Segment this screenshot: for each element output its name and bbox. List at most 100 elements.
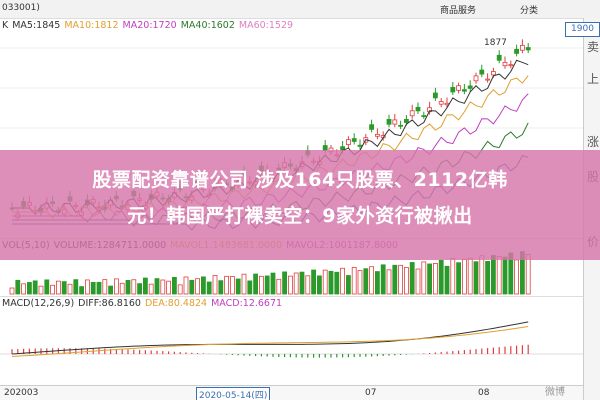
- volume-bar: [183, 276, 189, 295]
- volume-bar: [166, 280, 172, 295]
- volume-bar: [386, 269, 392, 295]
- volume-bar: [148, 283, 154, 295]
- volume-bar: [496, 255, 502, 295]
- volume-bar: [21, 283, 27, 295]
- tab-category[interactable]: 分类: [520, 6, 539, 16]
- candle-body: [490, 71, 496, 76]
- candle-body: [421, 115, 427, 117]
- candle-body: [432, 92, 438, 99]
- tab-goods-service[interactable]: 商品服务: [440, 6, 477, 16]
- volume-chart: [9, 251, 531, 295]
- candle-body: [520, 44, 525, 51]
- stock-code: 033001): [2, 3, 40, 13]
- volume-bar: [264, 275, 270, 295]
- volume-bar: [456, 262, 462, 295]
- indicator-value: MA40:1602: [180, 20, 235, 31]
- volume-bar: [293, 272, 299, 295]
- volume-bar: [131, 279, 137, 295]
- volume-bar: [235, 278, 241, 295]
- volume-bar: [380, 264, 386, 295]
- indicator-value: MA5:1845: [12, 20, 61, 31]
- candle-body: [508, 64, 514, 67]
- candle-body: [502, 62, 508, 67]
- volume-bar: [38, 285, 44, 295]
- volume-bar: [345, 275, 351, 295]
- macd-chart: [0, 321, 583, 358]
- volume-bar: [125, 280, 131, 295]
- volume-bar: [502, 256, 508, 295]
- date-label: 202003: [4, 388, 39, 398]
- candle-body: [345, 139, 351, 145]
- candle-body: [450, 87, 456, 93]
- volume-bar: [26, 282, 32, 295]
- side-char[interactable]: 卖: [586, 40, 599, 54]
- headline-overlay: 股票配资靠谱公司 涉及164只股票、2112亿韩 元！韩国严打裸卖空：9家外资行…: [0, 150, 600, 260]
- volume-bar: [328, 270, 334, 295]
- volume-bar: [241, 273, 247, 295]
- volume-bar: [270, 272, 276, 295]
- candle-body: [392, 119, 398, 125]
- volume-bar: [212, 275, 218, 295]
- volume-bar: [119, 282, 125, 295]
- candle-body: [438, 101, 444, 105]
- volume-bar: [189, 279, 195, 295]
- volume-bar: [142, 277, 148, 295]
- volume-bar: [15, 279, 21, 295]
- volume-bar: [467, 257, 473, 295]
- indicator-value: MACD(12,26,9): [2, 298, 75, 309]
- volume-bar: [473, 261, 479, 295]
- candle-body: [525, 47, 531, 51]
- volume-bar: [427, 263, 433, 295]
- volume-bar: [392, 264, 398, 295]
- watermark: 微博: [545, 387, 565, 398]
- volume-bar: [253, 273, 259, 295]
- volume-bar: [421, 261, 427, 295]
- candle-body: [369, 124, 375, 130]
- volume-bar: [177, 284, 183, 295]
- volume-bar: [525, 254, 531, 295]
- candle-body: [403, 118, 409, 123]
- volume-bar: [287, 275, 293, 295]
- macd-panel: MACD(12,26,9) DIFF:86.8160 DEA:80.4824 MACD…: [0, 296, 583, 385]
- volume-bar: [61, 281, 67, 295]
- volume-bar: [282, 271, 288, 295]
- candle-body: [415, 106, 421, 112]
- indicator-value: DIFF:86.8160: [78, 298, 141, 309]
- volume-bar: [200, 276, 206, 295]
- volume-bar: [299, 271, 305, 295]
- volume-bar: [334, 271, 340, 295]
- indicator-value: K: [2, 20, 9, 31]
- candle-body: [473, 75, 479, 82]
- volume-bar: [316, 275, 322, 295]
- volume-bar: [79, 286, 84, 295]
- selected-date-label[interactable]: 2020-05-14(四): [196, 387, 271, 400]
- headline-text: 股票配资靠谱公司 涉及164只股票、2112亿韩 元！韩国严打裸卖空：9家外资行…: [0, 162, 600, 234]
- side-char[interactable]: 上: [586, 72, 599, 86]
- volume-bar: [438, 259, 444, 295]
- volume-bar: [479, 255, 485, 295]
- top-toolbar: 033001) 商品服务 分类: [0, 0, 600, 19]
- indicator-value: MA20:1720: [122, 20, 177, 31]
- volume-bar: [432, 263, 438, 295]
- volume-bar: [398, 264, 404, 295]
- ma-indicator-row: K MA5:1845 MA10:1812 MA20:1720 MA40:1602 MA60…: [2, 20, 297, 31]
- volume-bar: [44, 279, 50, 295]
- date-label: 07: [365, 388, 377, 398]
- volume-bar: [514, 259, 519, 295]
- side-char[interactable]: 涨: [586, 135, 599, 149]
- volume-bar: [137, 283, 143, 295]
- dea-line: [11, 325, 529, 357]
- volume-bar: [340, 267, 346, 295]
- volume-bar: [374, 271, 380, 295]
- candle-body: [479, 69, 485, 75]
- volume-bar: [258, 275, 264, 295]
- volume-bar: [154, 278, 160, 295]
- candle-body: [514, 48, 519, 54]
- volume-bar: [305, 275, 311, 295]
- candle-body: [351, 138, 357, 142]
- indicator-value: MACD:12.6671: [211, 298, 283, 309]
- volume-bar: [485, 260, 491, 295]
- candle-body: [456, 85, 462, 91]
- volume-bar: [229, 276, 235, 295]
- candle-body: [409, 110, 415, 117]
